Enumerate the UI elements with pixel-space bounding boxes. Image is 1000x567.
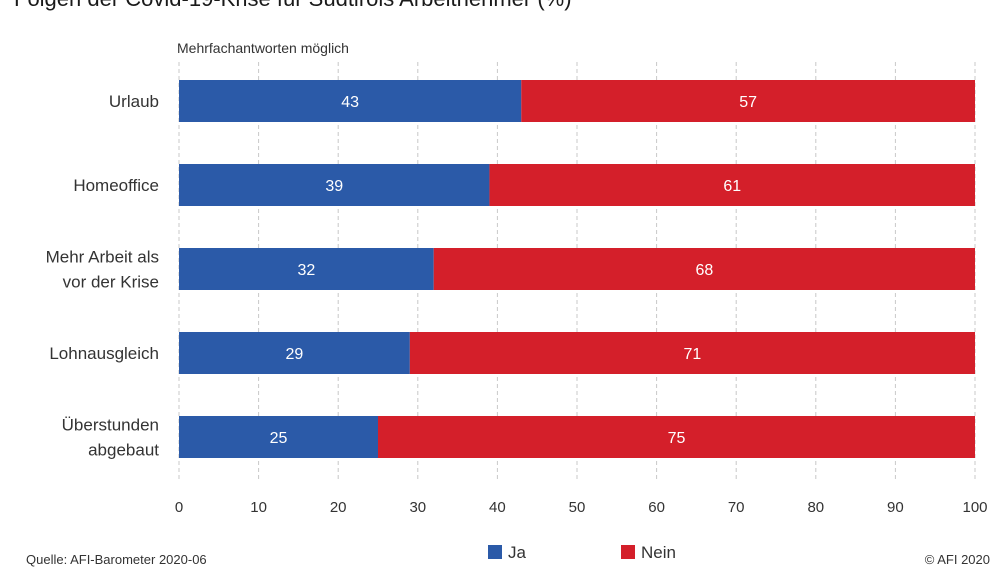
legend-label-nein: Nein [641,543,676,562]
category-label: vor der Krise [63,273,159,292]
data-label: 25 [270,430,288,447]
x-tick-label: 30 [409,499,426,516]
category-label: abgebaut [88,441,159,460]
bar-ja [179,164,490,206]
bar-nein [489,164,975,206]
data-label: 29 [286,346,304,363]
x-tick-label: 50 [569,499,586,516]
x-tick-label: 10 [250,499,267,516]
data-label: 43 [341,94,359,111]
x-tick-label: 60 [648,499,665,516]
bar-ja [179,416,378,458]
category-label: Mehr Arbeit als [46,248,159,267]
legend-swatch-nein [621,545,635,559]
chart-title: Folgen der Covid-19-Krise für Südtirols … [14,0,572,12]
data-label: 32 [297,262,315,279]
data-label: 75 [668,430,686,447]
legend-item-nein: Nein [621,543,676,563]
data-label: 39 [325,178,343,195]
x-tick-label: 70 [728,499,745,516]
category-label: Urlaub [109,92,159,111]
x-tick-label: 0 [175,499,183,516]
legend-label-ja: Ja [508,543,526,562]
legend-item-ja: Ja [488,543,526,563]
category-label: Homeoffice [73,176,159,195]
legend: Ja Nein [0,543,1000,567]
x-tick-label: 20 [330,499,347,516]
data-label: 57 [739,94,757,111]
bar-nein [409,332,976,374]
bar-nein [521,80,975,122]
data-label: 71 [684,346,702,363]
data-label: 61 [723,178,741,195]
bar-ja [179,248,434,290]
x-tick-label: 40 [489,499,506,516]
chart-subtitle: Mehrfachantworten möglich [177,40,349,56]
bar-nein [378,416,975,458]
bar-ja [179,80,522,122]
x-tick-label: 80 [807,499,824,516]
x-tick-label: 90 [887,499,904,516]
legend-swatch-ja [488,545,502,559]
x-tick-label: 100 [962,499,987,516]
category-label: Überstunden [62,416,159,435]
category-label: Lohnausgleich [49,344,159,363]
source-note: Quelle: AFI-Barometer 2020-06 [26,552,207,567]
copyright-note: © AFI 2020 [924,552,990,567]
bar-ja [179,332,410,374]
data-label: 68 [695,262,713,279]
bar-nein [433,248,976,290]
